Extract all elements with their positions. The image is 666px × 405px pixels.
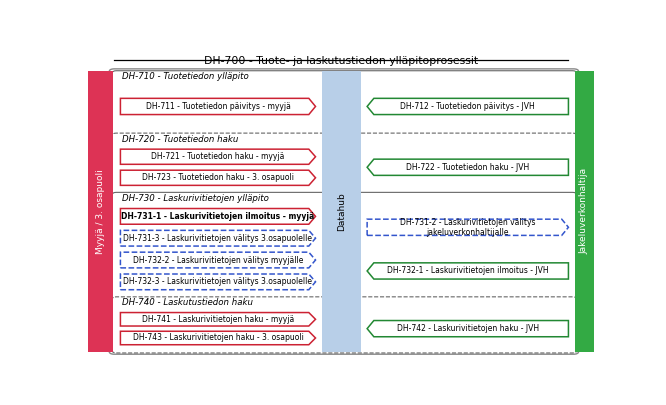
Text: Myyjä / 3. osapuoli: Myyjä / 3. osapuoli	[97, 169, 105, 254]
Polygon shape	[121, 313, 316, 326]
Text: DH-732-1 - Laskurivitietojen ilmoitus - JVH: DH-732-1 - Laskurivitietojen ilmoitus - …	[387, 266, 549, 275]
Text: DH-720 - Tuotetiedon haku: DH-720 - Tuotetiedon haku	[123, 134, 239, 143]
Text: DH-730 - Laskurivitietojen ylläpito: DH-730 - Laskurivitietojen ylläpito	[123, 194, 269, 203]
FancyBboxPatch shape	[112, 71, 577, 135]
Polygon shape	[121, 149, 316, 164]
Polygon shape	[121, 252, 316, 268]
Text: DH-721 - Tuotetiedon haku - myyjä: DH-721 - Tuotetiedon haku - myyjä	[151, 152, 284, 161]
FancyBboxPatch shape	[112, 133, 577, 194]
FancyBboxPatch shape	[89, 71, 113, 352]
Text: DH-742 - Laskurivitietojen haku - JVH: DH-742 - Laskurivitietojen haku - JVH	[397, 324, 539, 333]
Text: DH-732-3 - Laskurivitietojen välitys 3.osapuolelle: DH-732-3 - Laskurivitietojen välitys 3.o…	[123, 277, 312, 286]
Text: DH-711 - Tuotetiedon päivitys - myyjä: DH-711 - Tuotetiedon päivitys - myyjä	[146, 102, 290, 111]
Polygon shape	[367, 98, 568, 115]
FancyBboxPatch shape	[575, 71, 594, 352]
Text: Jakeluverkonhaltija: Jakeluverkonhaltija	[580, 168, 589, 254]
Polygon shape	[367, 263, 568, 279]
FancyBboxPatch shape	[322, 71, 361, 352]
Text: DH-740 - Laskutustiedon haku: DH-740 - Laskutustiedon haku	[123, 298, 254, 307]
Polygon shape	[367, 159, 568, 175]
Polygon shape	[121, 209, 316, 224]
Text: DH-731-3 - Laskurivitietojen välitys 3.osapuolelle: DH-731-3 - Laskurivitietojen välitys 3.o…	[123, 234, 312, 243]
Text: DH-722 - Tuotetiedon haku - JVH: DH-722 - Tuotetiedon haku - JVH	[406, 163, 529, 172]
Polygon shape	[367, 219, 568, 235]
Polygon shape	[121, 98, 316, 115]
Text: DH-710 - Tuotetiedon ylläpito: DH-710 - Tuotetiedon ylläpito	[123, 72, 249, 81]
Polygon shape	[121, 170, 316, 185]
Text: DH-731-1 - Laskurivitietojen ilmoitus - myyjä: DH-731-1 - Laskurivitietojen ilmoitus - …	[121, 212, 314, 221]
Text: DH-743 - Laskurivitietojen haku - 3. osapuoli: DH-743 - Laskurivitietojen haku - 3. osa…	[133, 333, 304, 343]
Text: Datahub: Datahub	[337, 192, 346, 231]
Polygon shape	[121, 230, 316, 246]
Polygon shape	[121, 331, 316, 345]
Text: DH-731-2 - Laskurivitietojen välitys
jakeluverkonhaltijalle: DH-731-2 - Laskurivitietojen välitys jak…	[400, 217, 535, 237]
Text: DH-712 - Tuotetiedon päivitys - JVH: DH-712 - Tuotetiedon päivitys - JVH	[400, 102, 535, 111]
Polygon shape	[121, 274, 316, 290]
Polygon shape	[367, 320, 568, 337]
FancyBboxPatch shape	[112, 192, 577, 298]
FancyBboxPatch shape	[112, 297, 577, 353]
Text: DH-723 - Tuotetiedon haku - 3. osapuoli: DH-723 - Tuotetiedon haku - 3. osapuoli	[142, 173, 294, 182]
FancyBboxPatch shape	[109, 69, 579, 354]
Text: DH-700 - Tuote- ja laskutustiedon ylläpitoprosessit: DH-700 - Tuote- ja laskutustiedon ylläpi…	[204, 56, 478, 66]
Text: DH-732-2 - Laskurivitietojen välitys myyjälle: DH-732-2 - Laskurivitietojen välitys myy…	[133, 256, 303, 264]
Text: DH-741 - Laskurivitietojen haku - myyjä: DH-741 - Laskurivitietojen haku - myyjä	[142, 315, 294, 324]
